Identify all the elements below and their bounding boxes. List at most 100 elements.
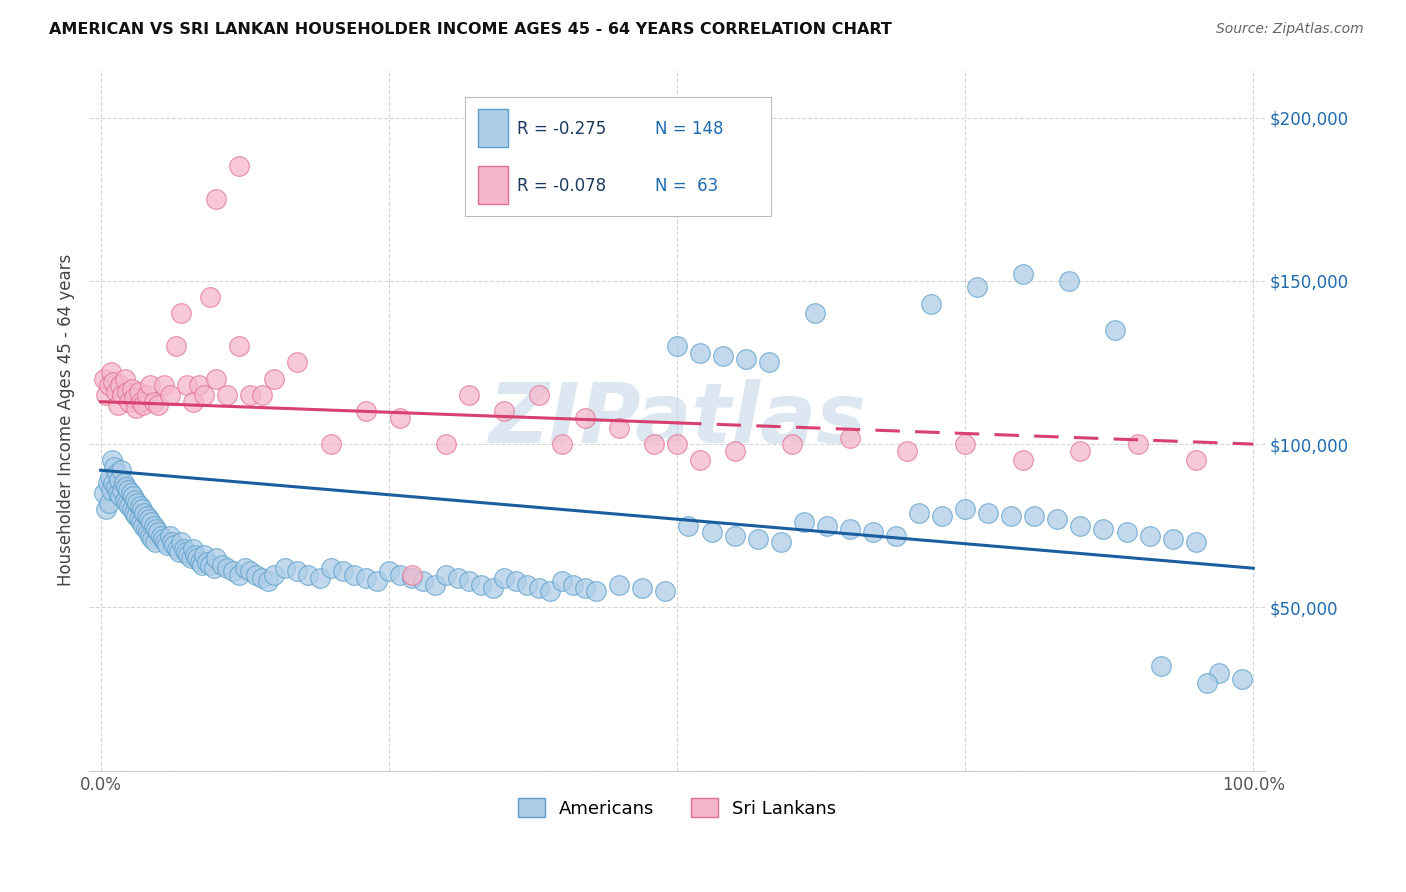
Point <box>97 378 120 392</box>
Point <box>118 394 141 409</box>
Point <box>643 437 665 451</box>
Point <box>953 437 976 451</box>
Point <box>228 339 250 353</box>
Point <box>198 558 221 572</box>
Point <box>574 581 596 595</box>
Point <box>138 512 160 526</box>
Point <box>93 486 115 500</box>
Point <box>354 571 377 585</box>
Point <box>177 548 200 562</box>
Point <box>815 518 838 533</box>
Point <box>966 280 988 294</box>
Point <box>920 296 942 310</box>
Point <box>758 355 780 369</box>
Point <box>366 574 388 589</box>
Point <box>159 388 181 402</box>
Point <box>585 584 607 599</box>
Point <box>492 571 515 585</box>
Point <box>401 567 423 582</box>
Point <box>129 394 152 409</box>
Point <box>804 306 827 320</box>
Point <box>516 577 538 591</box>
Point <box>101 453 124 467</box>
Y-axis label: Householder Income Ages 45 - 64 years: Householder Income Ages 45 - 64 years <box>58 253 75 586</box>
Point <box>1197 675 1219 690</box>
Text: AMERICAN VS SRI LANKAN HOUSEHOLDER INCOME AGES 45 - 64 YEARS CORRELATION CHART: AMERICAN VS SRI LANKAN HOUSEHOLDER INCOM… <box>49 22 891 37</box>
Point <box>297 567 319 582</box>
Point <box>165 339 187 353</box>
Point <box>665 437 688 451</box>
Point <box>104 384 127 399</box>
Point <box>121 502 143 516</box>
Point <box>1161 532 1184 546</box>
Point <box>111 483 134 497</box>
Point <box>239 565 262 579</box>
Point <box>780 437 803 451</box>
Text: ZIPatlas: ZIPatlas <box>488 379 866 460</box>
Legend: Americans, Sri Lankans: Americans, Sri Lankans <box>510 791 844 825</box>
Point <box>436 437 458 451</box>
Point <box>1104 323 1126 337</box>
Point <box>193 548 215 562</box>
Point <box>114 372 136 386</box>
Point <box>98 469 121 483</box>
Point <box>527 581 550 595</box>
Point <box>93 372 115 386</box>
Point <box>678 518 700 533</box>
Point <box>689 345 711 359</box>
Point <box>186 551 208 566</box>
Point <box>245 567 267 582</box>
Point <box>112 476 135 491</box>
Point <box>607 421 630 435</box>
Point <box>423 577 446 591</box>
Point <box>343 567 366 582</box>
Point <box>170 535 193 549</box>
Point <box>100 365 122 379</box>
Point <box>550 574 572 589</box>
Point <box>222 565 245 579</box>
Point <box>1208 665 1230 680</box>
Point <box>159 528 181 542</box>
Point <box>1024 508 1046 523</box>
Point <box>148 525 170 540</box>
Point <box>607 577 630 591</box>
Point <box>187 378 209 392</box>
Point <box>458 388 481 402</box>
Point <box>174 545 197 559</box>
Point <box>107 398 129 412</box>
Point <box>1230 672 1253 686</box>
Point <box>188 555 211 569</box>
Point <box>118 499 141 513</box>
Point <box>1000 508 1022 523</box>
Point <box>217 388 239 402</box>
Point <box>665 339 688 353</box>
Point <box>389 411 412 425</box>
Point <box>114 492 136 507</box>
Point <box>1069 518 1091 533</box>
Point <box>550 437 572 451</box>
Point <box>538 584 561 599</box>
Point <box>132 518 155 533</box>
Point <box>139 528 162 542</box>
Point <box>505 574 527 589</box>
Point <box>163 538 186 552</box>
Point <box>96 502 118 516</box>
Point <box>96 388 118 402</box>
Point <box>128 384 150 399</box>
Point <box>117 483 139 497</box>
Point <box>166 541 188 556</box>
Point <box>122 506 145 520</box>
Point <box>167 545 190 559</box>
Point <box>723 443 745 458</box>
Point <box>1057 274 1080 288</box>
Point <box>103 459 125 474</box>
Point <box>631 581 654 595</box>
Point <box>124 492 146 507</box>
Point <box>135 522 157 536</box>
Point <box>125 401 148 416</box>
Point <box>104 479 127 493</box>
Point <box>228 160 250 174</box>
Point <box>136 525 159 540</box>
Point <box>122 489 145 503</box>
Point <box>838 431 860 445</box>
